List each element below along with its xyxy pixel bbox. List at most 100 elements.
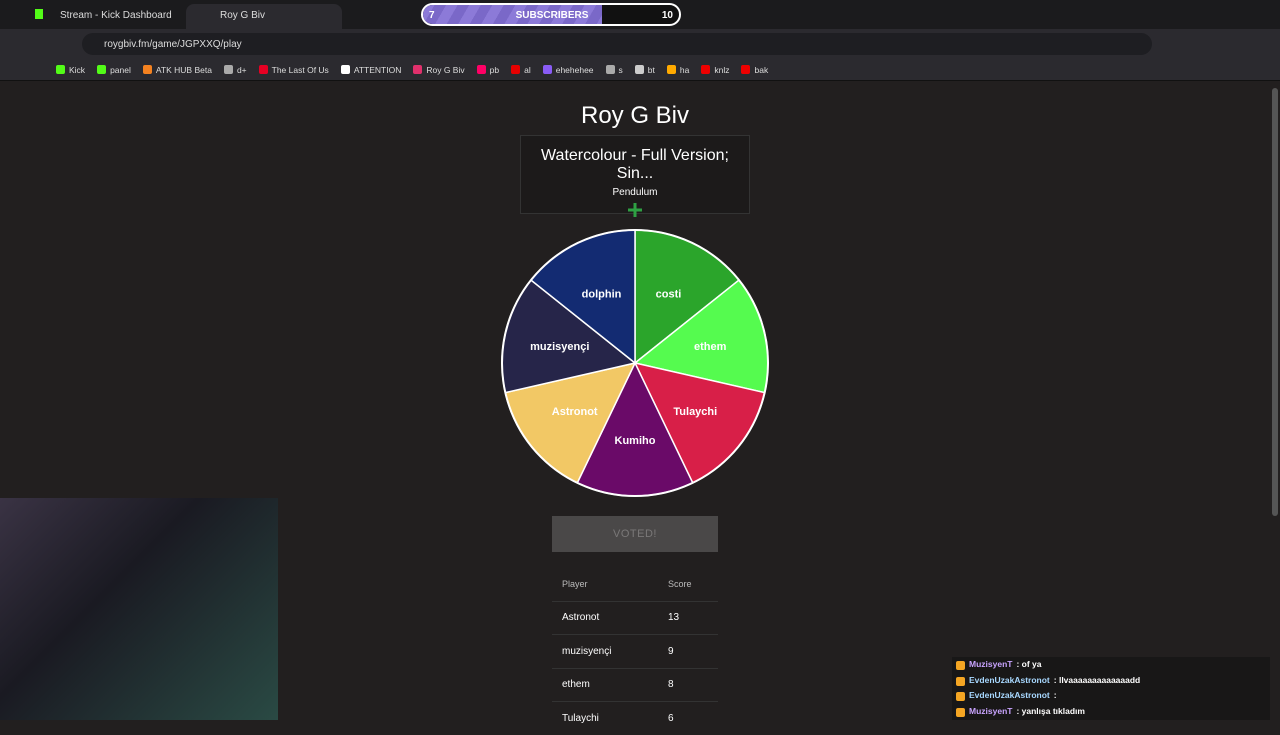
bookmark-icon	[741, 65, 751, 74]
bookmark[interactable]: Kick	[56, 65, 85, 75]
bookmark-label: pb	[489, 64, 500, 75]
header-cell: Score	[668, 578, 692, 589]
song-artist: Pendulum	[612, 187, 658, 198]
bookmark[interactable]: ATTENTION	[340, 64, 402, 75]
chat-message: MuzisyenT: yanlışa tıkladım	[952, 704, 1270, 720]
page: Stream - Kick Dashboard Roy G Biv 7 SUBS…	[0, 3, 1280, 724]
bookmark-icon	[258, 65, 268, 74]
goal-fill	[423, 5, 603, 24]
table-header: Player Score	[552, 567, 718, 601]
tab[interactable]: Roy G Biv	[186, 4, 342, 29]
bookmark-icon	[476, 65, 486, 74]
bookmark[interactable]: Roy G Biv	[413, 64, 465, 75]
bookmark[interactable]: bak	[741, 65, 768, 75]
chat-user: EvdenUzakAstronot	[969, 674, 1050, 685]
song-box: Watercolour - Full Version; Sin... Pendu…	[520, 135, 750, 217]
table-row: Tulaychi 6	[552, 701, 718, 735]
wheel-rim	[501, 229, 769, 497]
table-cell: ethem	[562, 679, 590, 691]
bookmark-icon	[56, 65, 65, 74]
bookmark[interactable]: bt	[634, 64, 655, 75]
chat-user: EvdenUzakAstronot	[969, 690, 1050, 701]
bookmark-label: d+	[236, 64, 247, 75]
goal-label: SUBSCRIBERS	[515, 10, 589, 21]
goal-current: 7	[429, 10, 435, 21]
bookmark-label: ATK HUB Beta	[155, 64, 212, 75]
bookmark-icon	[413, 65, 423, 74]
table-cell: Tulaychi	[562, 712, 599, 724]
segment-label: dolphin	[582, 288, 622, 300]
table-cell: Astronot	[562, 612, 600, 624]
bookmark[interactable]: ha	[666, 64, 690, 75]
table-cell: muzisyençi	[562, 645, 612, 657]
chat-user: MuzisyenT	[969, 659, 1013, 669]
bookmarks-bar: Kick panel ATK HUB Beta d+ The Last Of Us ATT…	[0, 59, 1280, 81]
chat-user: MuzisyenT	[969, 706, 1013, 717]
wheel: costi ethem Tulaychi Kumiho Astronot muzisyen…	[501, 229, 769, 497]
bookmark[interactable]: al	[511, 65, 531, 75]
bookmark-icon	[634, 65, 644, 74]
table-row: Astronot 13	[552, 600, 718, 635]
bookmark-label: Roy G Biv	[426, 64, 465, 75]
bookmark-label: ehehehee	[555, 64, 594, 75]
segment-label: Kumiho	[615, 435, 656, 447]
bookmark-label: panel	[110, 64, 131, 75]
segment-label: Tulaychi	[673, 406, 717, 418]
chat-text: :	[1053, 690, 1057, 701]
bookmark-icon	[340, 65, 350, 74]
bookmark-icon	[605, 65, 615, 74]
segment-label: costi	[656, 288, 682, 300]
bookmark[interactable]: The Last Of Us	[258, 64, 329, 75]
score-table: Player Score Astronot 13 muzisyençi 9 ethem 8 Tu…	[552, 567, 718, 735]
scrollbar[interactable]	[1272, 88, 1278, 516]
header-cell: Player	[562, 578, 588, 589]
url-bar[interactable]: roygbiv.fm/game/JGPXXQ/play	[82, 33, 1152, 55]
add-icon[interactable]	[625, 200, 645, 220]
bookmark-icon	[701, 65, 711, 74]
segment-label: ethem	[694, 341, 727, 353]
bookmark[interactable]: ATK HUB Beta	[142, 64, 212, 75]
chat-text: : yanlışa tıkladım	[1016, 706, 1085, 717]
bookmark-icon	[223, 65, 233, 74]
table-cell: 13	[668, 612, 680, 624]
bookmark-label: ha	[679, 64, 690, 75]
goal-target: 10	[661, 10, 673, 21]
table-cell: 6	[668, 712, 674, 724]
bookmark-label: s	[618, 64, 623, 75]
chat-text: : llvaaaaaaaaaaaaadd	[1053, 674, 1141, 685]
badge	[956, 676, 965, 686]
vote-button[interactable]: VOTED!	[552, 516, 718, 552]
bookmark[interactable]: s	[605, 64, 623, 75]
bookmark-icon	[542, 65, 552, 74]
chat-text: : of ya	[1016, 659, 1042, 669]
bookmark-label: al	[524, 64, 531, 75]
bookmark-label: ATTENTION	[353, 64, 402, 75]
bookmark[interactable]: pb	[476, 64, 500, 75]
tab[interactable]: Stream - Kick Dashboard	[60, 10, 172, 21]
bookmark[interactable]: d+	[223, 64, 247, 75]
bookmark[interactable]: ehehehee	[542, 64, 594, 75]
kick-icon	[35, 9, 43, 19]
song-title: Watercolour - Full Version; Sin...	[541, 147, 729, 182]
bookmark-icon	[142, 65, 152, 74]
badge	[956, 708, 965, 718]
segment-label: Astronot	[552, 406, 598, 418]
bookmark[interactable]: panel	[97, 65, 131, 75]
webcam	[0, 498, 278, 720]
table-cell: 9	[668, 645, 674, 657]
bookmark-label: knlz	[714, 64, 730, 75]
chat: MuzisyenT: of ya EvdenUzakAstronot: llvaa…	[952, 657, 1270, 720]
bookmark-label: Kick	[69, 64, 86, 75]
table-row: ethem 8	[552, 667, 718, 702]
bookmark-label: The Last Of Us	[271, 64, 329, 75]
badge	[956, 661, 965, 670]
subscriber-goal: 7 SUBSCRIBERS 10	[421, 3, 681, 26]
table-cell: 8	[668, 679, 674, 691]
bookmark[interactable]: knlz	[701, 65, 729, 75]
chat-message: EvdenUzakAstronot:	[952, 688, 1270, 705]
bookmark-label: bt	[647, 64, 655, 75]
badge	[956, 692, 965, 702]
bookmark-icon	[97, 65, 107, 74]
segment-label: muzisyençi	[530, 341, 589, 353]
chat-message: MuzisyenT: of ya	[952, 657, 1270, 673]
